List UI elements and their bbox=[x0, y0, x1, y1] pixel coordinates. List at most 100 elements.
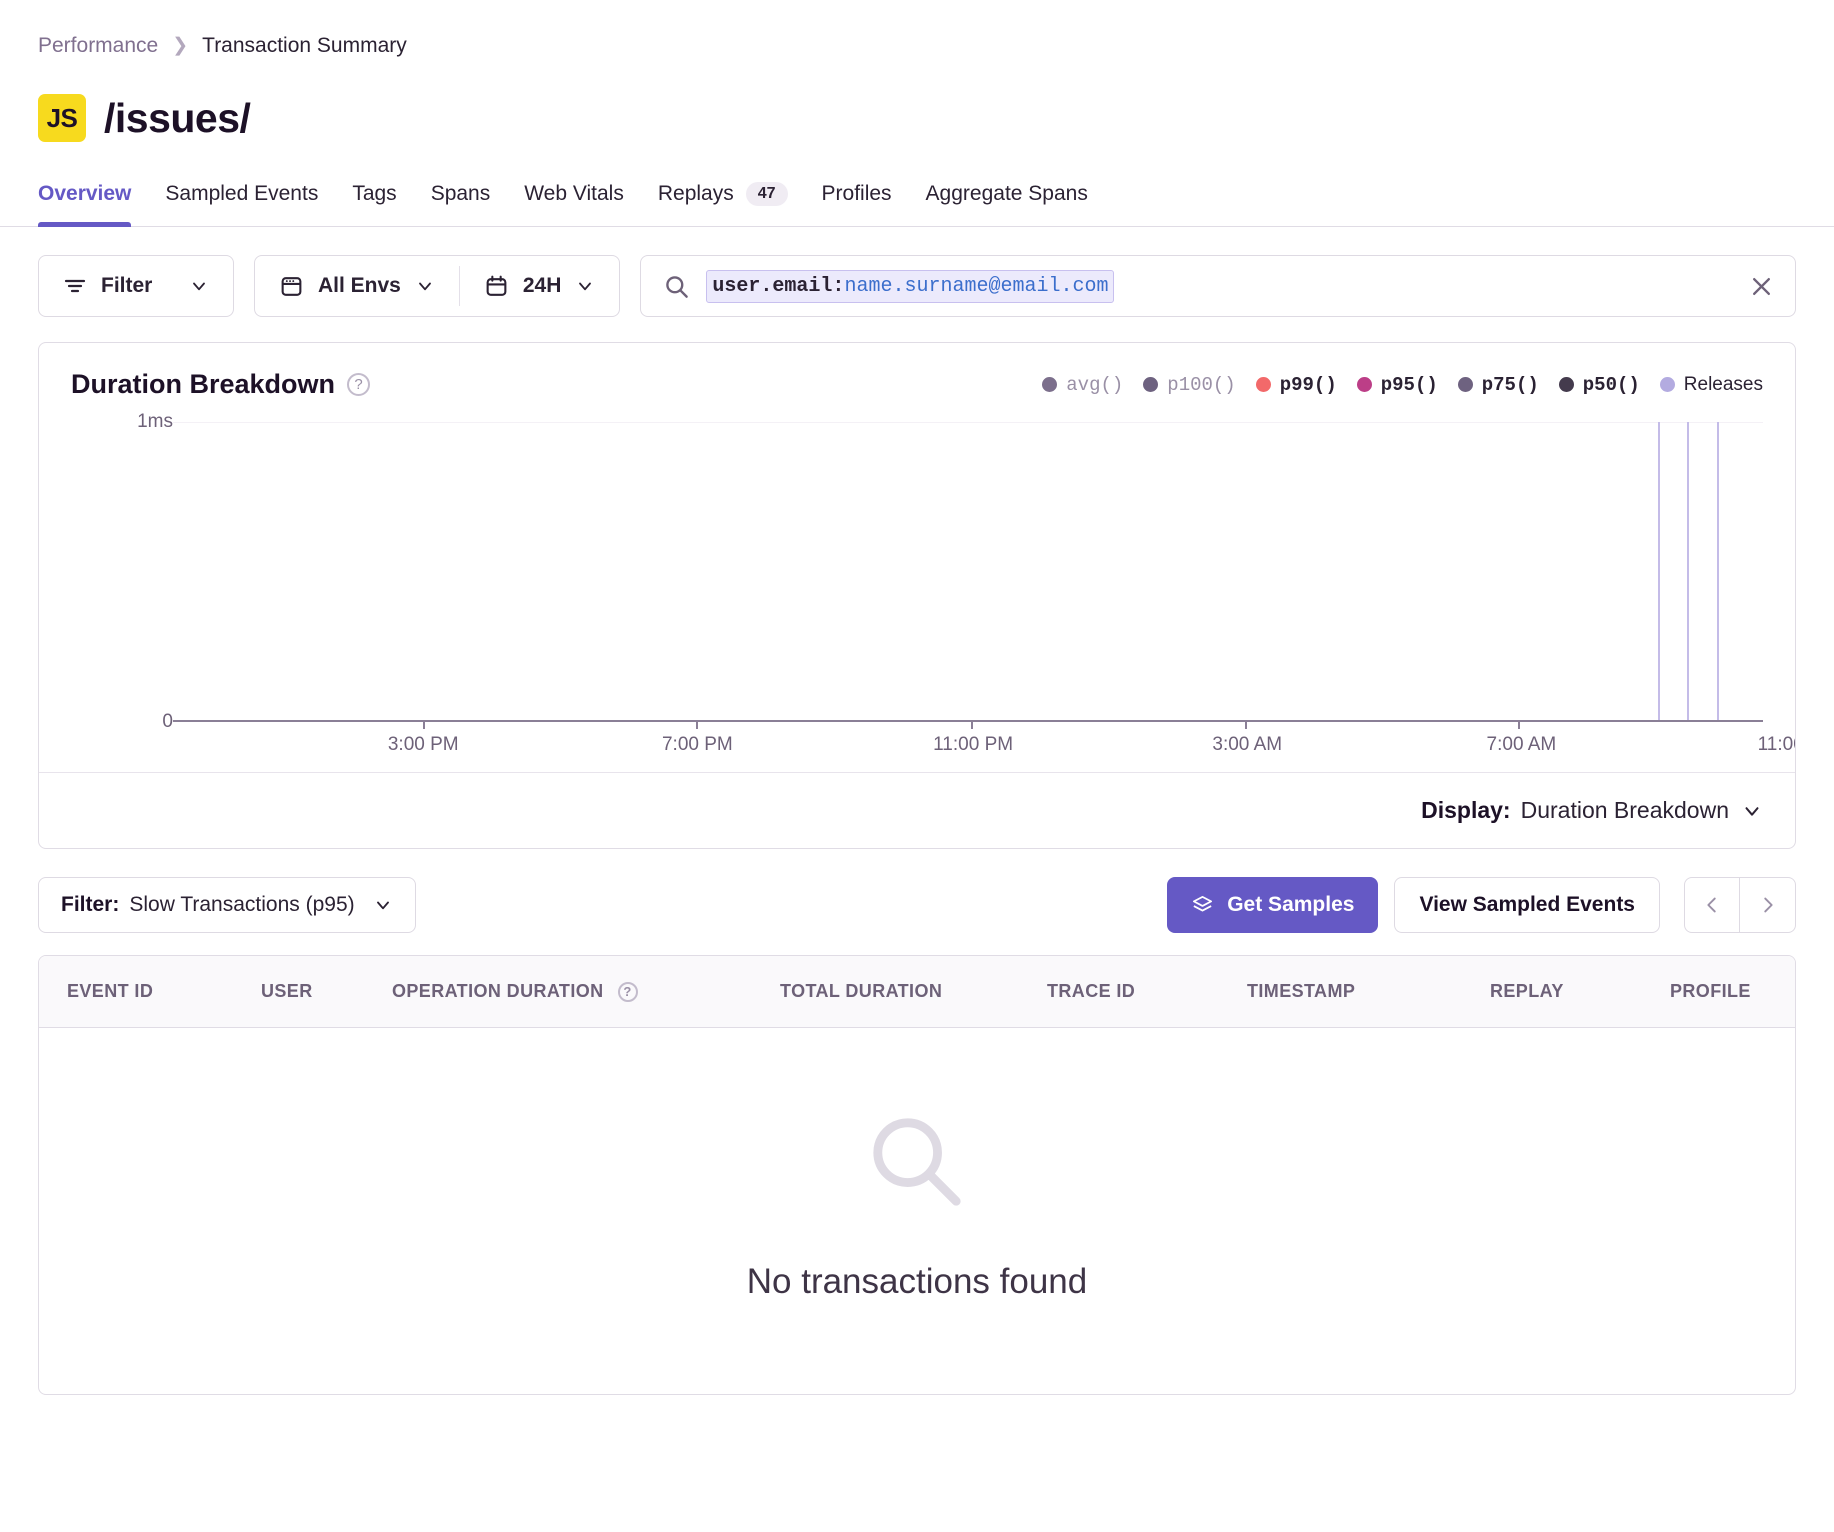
tab-bar: Overview Sampled Events Tags Spans Web V… bbox=[38, 182, 1796, 227]
legend-item-avg[interactable]: avg() bbox=[1042, 374, 1123, 396]
chevron-left-icon bbox=[1707, 897, 1716, 913]
chevron-down-icon[interactable] bbox=[1741, 800, 1763, 822]
x-axis-tick-label: 11:00 PM bbox=[933, 734, 1014, 755]
divider bbox=[458, 266, 460, 306]
x-axis-tick bbox=[1244, 720, 1247, 729]
legend-item-p50[interactable]: p50() bbox=[1558, 374, 1640, 396]
title-row: JS /issues/ bbox=[38, 94, 1796, 142]
column-header-replay[interactable]: REPLAY bbox=[1490, 981, 1564, 1002]
page-header: Performance ❯ Transaction Summary JS /is… bbox=[0, 0, 1834, 227]
environment-time-group: All Envs 24H bbox=[254, 255, 621, 317]
samples-action-bar: Filter: Slow Transactions (p95) Get Samp… bbox=[38, 877, 1796, 933]
chart-plot[interactable]: 1ms 0 bbox=[71, 411, 1763, 732]
tab-overview[interactable]: Overview bbox=[38, 182, 132, 227]
column-label: TIMESTAMP bbox=[1247, 981, 1356, 1001]
previous-page-button[interactable] bbox=[1684, 877, 1740, 933]
search-icon bbox=[873, 1118, 961, 1206]
chart-legend: avg() p100() p99() p95() p75() bbox=[1042, 374, 1763, 396]
tab-label: Profiles bbox=[821, 182, 892, 205]
time-range-selector[interactable]: 24H bbox=[460, 256, 620, 316]
tab-web-vitals[interactable]: Web Vitals bbox=[524, 182, 624, 226]
x-axis-tick-label: 7:00 AM bbox=[1486, 734, 1557, 755]
breadcrumb-parent[interactable]: Performance bbox=[38, 34, 159, 57]
tab-label: Tags bbox=[352, 182, 397, 205]
column-label: PROFILE bbox=[1670, 981, 1751, 1001]
tab-sampled-events[interactable]: Sampled Events bbox=[165, 182, 318, 226]
x-axis-labels: 3:00 PM 7:00 PM 11:00 PM 3:00 AM 7:00 AM… bbox=[71, 722, 1795, 762]
tab-label: Web Vitals bbox=[524, 182, 624, 205]
column-label: EVENT ID bbox=[67, 981, 154, 1001]
legend-label: Releases bbox=[1683, 373, 1763, 395]
x-axis-tick-label: 7:00 PM bbox=[661, 734, 733, 755]
question-circle-icon[interactable]: ? bbox=[347, 373, 371, 396]
environment-label: All Envs bbox=[318, 274, 401, 297]
tab-label: Replays bbox=[657, 182, 734, 205]
transactions-table: EVENT ID USER OPERATION DURATION ? TOTAL… bbox=[38, 955, 1796, 1395]
close-icon bbox=[1753, 277, 1770, 295]
breadcrumb-current: Transaction Summary bbox=[202, 34, 407, 57]
sample-filter-select[interactable]: Filter: Slow Transactions (p95) bbox=[38, 877, 416, 933]
filter-toolbar: Filter All Envs bbox=[38, 255, 1796, 317]
breadcrumb: Performance ❯ Transaction Summary bbox=[38, 34, 1796, 58]
get-samples-label: Get Samples bbox=[1227, 893, 1355, 916]
empty-state-message: No transactions found bbox=[746, 1262, 1088, 1301]
gridline-top bbox=[173, 422, 1763, 423]
x-axis-tick bbox=[1518, 720, 1521, 729]
column-header-trace-id[interactable]: TRACE ID bbox=[1047, 981, 1135, 1002]
filter-button[interactable]: Filter bbox=[38, 255, 234, 317]
window-icon bbox=[281, 276, 302, 296]
column-label: REPLAY bbox=[1490, 981, 1564, 1001]
column-header-event-id[interactable]: EVENT ID bbox=[67, 981, 153, 1002]
tab-aggregate-spans[interactable]: Aggregate Spans bbox=[926, 182, 1088, 226]
release-marker-line[interactable] bbox=[1686, 422, 1689, 720]
environment-selector[interactable]: All Envs bbox=[255, 256, 459, 316]
legend-item-p100[interactable]: p100() bbox=[1143, 373, 1236, 396]
search-clear-button[interactable] bbox=[1748, 273, 1775, 300]
search-token[interactable]: user.email:name.surname@email.com bbox=[706, 269, 1115, 303]
tab-profiles[interactable]: Profiles bbox=[822, 182, 892, 226]
legend-label: p100() bbox=[1167, 373, 1236, 396]
legend-label: p75() bbox=[1481, 373, 1539, 396]
next-page-button[interactable] bbox=[1740, 877, 1796, 933]
sample-filter-key: Filter: bbox=[61, 893, 120, 916]
legend-item-p75[interactable]: p75() bbox=[1457, 373, 1539, 396]
time-range-label: 24H bbox=[522, 274, 562, 297]
chart-header: Duration Breakdown ? avg() p100() p99() bbox=[39, 343, 1795, 400]
legend-label: p99() bbox=[1279, 373, 1337, 396]
column-label: OPERATION DURATION bbox=[392, 981, 604, 1001]
tab-replays[interactable]: Replays 47 bbox=[658, 182, 788, 226]
question-circle-icon[interactable]: ? bbox=[617, 981, 638, 1002]
pagination bbox=[1684, 877, 1796, 933]
get-samples-button[interactable]: Get Samples bbox=[1167, 877, 1379, 933]
column-header-profile[interactable]: PROFILE bbox=[1670, 981, 1751, 1002]
column-header-total-duration[interactable]: TOTAL DURATION bbox=[780, 981, 942, 1002]
tab-label: Spans bbox=[430, 182, 491, 205]
tab-tags[interactable]: Tags bbox=[352, 182, 396, 226]
display-label: Display: bbox=[1421, 797, 1511, 823]
view-sampled-events-button[interactable]: View Sampled Events bbox=[1394, 877, 1660, 933]
stack-icon bbox=[1193, 895, 1213, 911]
calendar-icon bbox=[486, 275, 507, 296]
release-marker-line[interactable] bbox=[1658, 422, 1661, 720]
x-axis-tick bbox=[422, 720, 425, 729]
legend-item-releases[interactable]: Releases bbox=[1659, 373, 1763, 396]
column-header-timestamp[interactable]: TIMESTAMP bbox=[1247, 981, 1355, 1002]
tab-spans[interactable]: Spans bbox=[431, 182, 491, 226]
x-axis-tick-label: 3:00 PM bbox=[387, 734, 459, 755]
display-selector[interactable]: Duration Breakdown bbox=[1520, 797, 1729, 823]
chevron-down-icon bbox=[376, 901, 389, 910]
legend-item-p95[interactable]: p95() bbox=[1356, 374, 1438, 396]
search-bar[interactable]: user.email:name.surname@email.com bbox=[640, 255, 1796, 317]
release-marker-line[interactable] bbox=[1716, 422, 1719, 720]
column-header-operation-duration[interactable]: OPERATION DURATION ? bbox=[392, 981, 638, 1002]
y-axis-label-min: 0 bbox=[162, 711, 173, 732]
x-axis-tick-label: 3:00 AM bbox=[1212, 734, 1283, 755]
page-body: Filter All Envs bbox=[0, 227, 1834, 1395]
column-label: TOTAL DURATION bbox=[780, 981, 943, 1001]
view-sampled-events-label: View Sampled Events bbox=[1419, 893, 1635, 916]
column-label: USER bbox=[261, 981, 313, 1001]
filter-icon bbox=[64, 279, 86, 293]
column-header-user[interactable]: USER bbox=[261, 981, 313, 1002]
tab-label: Overview bbox=[38, 182, 132, 205]
legend-item-p99[interactable]: p99() bbox=[1255, 373, 1337, 396]
